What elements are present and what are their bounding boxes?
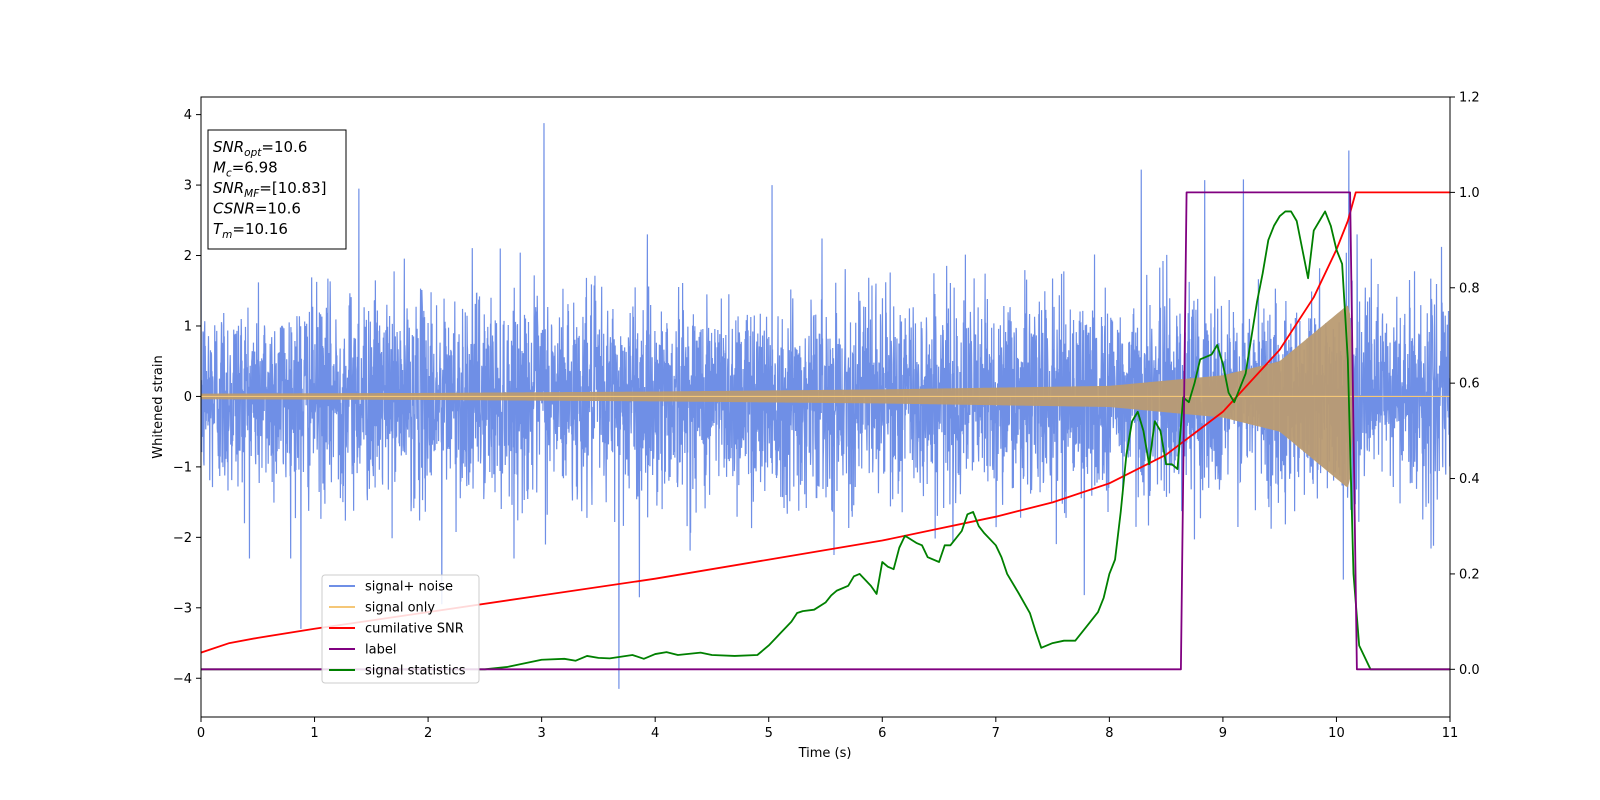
y-right-tick-label: 1.2 <box>1459 91 1480 106</box>
legend: signal+ noise signal only cumilative SNR la… <box>321 574 480 684</box>
x-tick-label: 3 <box>537 726 545 741</box>
x-axis: 0 1 2 3 4 5 6 7 8 9 10 11 <box>197 717 1458 741</box>
y-axis-label: Whitened strain <box>151 355 166 458</box>
y-left-tick-label: 3 <box>184 179 192 194</box>
annotation-frame <box>207 129 347 250</box>
annotation-line: CSNR=10.6 <box>213 200 301 218</box>
y-left-tick-label: −3 <box>173 601 192 616</box>
x-tick-label: 1 <box>310 726 318 741</box>
series-signal-noise-line <box>201 123 1450 689</box>
x-tick-label: 9 <box>1219 726 1227 741</box>
x-tick-label: 6 <box>878 726 886 741</box>
y-left-tick-label: 1 <box>184 319 192 334</box>
y-axis-left: −4 −3 −2 −1 0 1 2 3 4 <box>173 108 201 687</box>
legend-label: signal statistics <box>365 664 466 679</box>
y-left-tick-label: −1 <box>173 460 192 475</box>
series-label-line <box>201 191 1450 671</box>
y-right-tick-label: 0.6 <box>1459 377 1480 392</box>
x-tick-label: 11 <box>1442 726 1459 741</box>
legend-frame <box>321 574 480 684</box>
y-left-tick-label: −4 <box>173 672 192 687</box>
x-tick-label: 4 <box>651 726 659 741</box>
y-right-tick-label: 1.0 <box>1459 186 1480 201</box>
x-tick-label: 5 <box>765 726 773 741</box>
y-right-tick-label: 0.8 <box>1459 281 1480 296</box>
series-signal-statistics-line <box>201 210 1450 671</box>
y-axis-right: 0.0 0.2 0.4 0.6 0.8 1.0 1.2 <box>1450 91 1480 678</box>
x-axis-label: Time (s) <box>798 746 852 761</box>
annotation-line: SNRMF=[10.83] <box>213 179 327 200</box>
y-left-tick-label: 2 <box>184 249 192 264</box>
annotation-box: SNRopt=10.6Mc=6.98SNRMF=[10.83]CSNR=10.6… <box>207 129 347 250</box>
annotation-line: Tm=10.16 <box>213 220 288 241</box>
x-tick-label: 7 <box>992 726 1000 741</box>
y-left-tick-label: 4 <box>184 108 192 123</box>
annotation-line: SNRopt=10.6 <box>213 138 307 159</box>
y-left-tick-label: −2 <box>173 531 192 546</box>
axes-frame <box>200 96 1451 718</box>
annotation-line: Mc=6.98 <box>213 159 278 180</box>
y-right-tick-label: 0.0 <box>1459 663 1480 678</box>
x-tick-label: 10 <box>1328 726 1345 741</box>
y-left-tick-label: 0 <box>184 390 192 405</box>
legend-label: signal+ noise <box>365 580 453 595</box>
y-right-tick-label: 0.4 <box>1459 472 1480 487</box>
x-tick-label: 0 <box>197 726 205 741</box>
legend-label: cumilative SNR <box>365 622 464 637</box>
legend-label: signal only <box>365 601 435 616</box>
y-right-tick-label: 0.2 <box>1459 567 1480 582</box>
x-tick-label: 2 <box>424 726 432 741</box>
x-tick-label: 8 <box>1105 726 1113 741</box>
legend-label: label <box>365 643 396 658</box>
